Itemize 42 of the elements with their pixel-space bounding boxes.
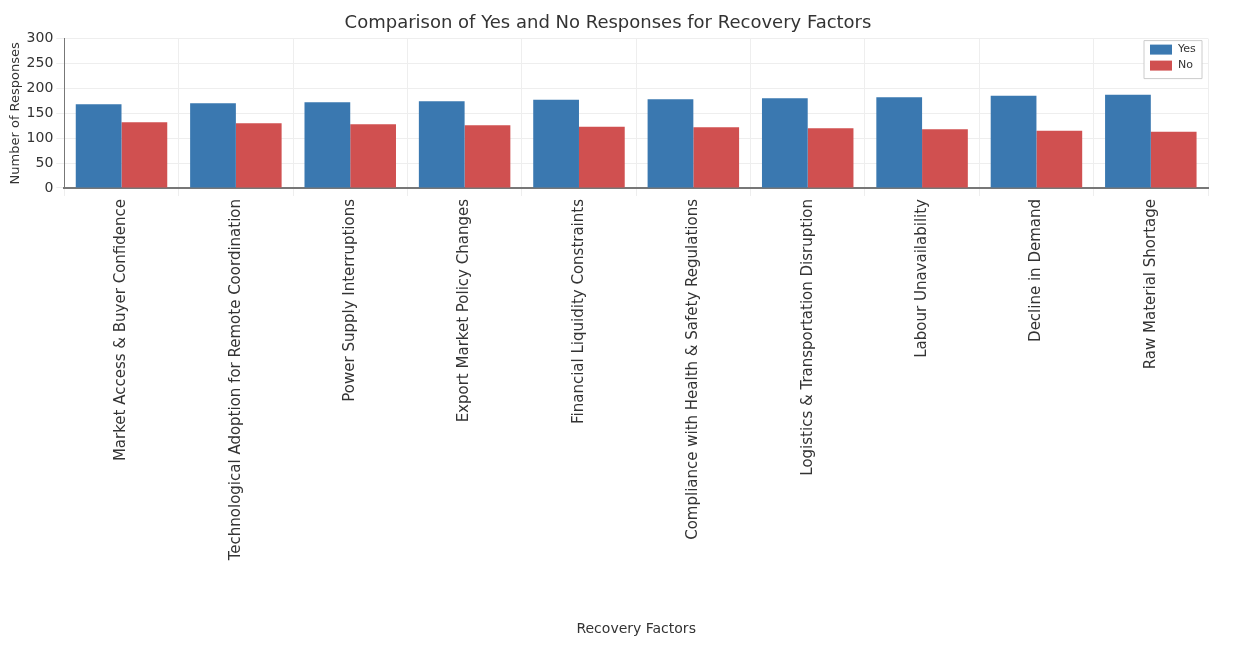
bar — [464, 125, 511, 188]
x-tick-label: Raw Material Shortage — [1140, 199, 1159, 370]
x-tick-label: Labour Unavailability — [911, 198, 930, 358]
y-tick-label: 200 — [26, 79, 54, 96]
bar — [190, 103, 236, 188]
bar — [761, 98, 808, 188]
bar — [1105, 94, 1151, 188]
x-tick-label: Market Access & Buyer Confidence — [111, 199, 130, 462]
bar — [533, 99, 579, 188]
x-tick-label: Financial Liquidity Constraints — [568, 198, 587, 424]
bar — [75, 104, 122, 188]
y-tick-label: 0 — [44, 178, 54, 195]
x-tick-label: Export Market Policy Changes — [454, 198, 473, 423]
y-tick-label: 50 — [35, 153, 54, 170]
y-tick-label: 300 — [26, 29, 54, 46]
bar — [693, 127, 740, 188]
bar — [1036, 130, 1083, 188]
bar — [1150, 131, 1197, 188]
bar — [578, 126, 625, 188]
y-tick-label: 250 — [26, 54, 54, 71]
bar — [647, 99, 694, 188]
x-axis-title: Recovery Factors — [576, 620, 696, 637]
bar — [121, 122, 168, 188]
legend-label: No — [1178, 58, 1194, 72]
y-tick-label: 150 — [26, 103, 54, 120]
bar — [418, 101, 465, 188]
legend-label: Yes — [1177, 42, 1197, 56]
x-tick-label: Compliance with Health & Safety Regulations — [683, 198, 702, 540]
y-axis-title: Number of Responses — [7, 41, 23, 185]
bar — [922, 129, 968, 188]
bar — [304, 102, 351, 188]
x-tick-label: Decline in Demand — [1026, 199, 1045, 342]
bar — [876, 97, 923, 188]
x-tick-label: Technological Adoption for Remote Coordination — [225, 199, 244, 562]
bar — [807, 128, 854, 188]
chart-title: Comparison of Yes and No Responses for Recovery Factors — [344, 11, 872, 33]
bar — [350, 124, 396, 188]
x-tick-label: Logistics & Transportation Disruption — [797, 199, 816, 476]
bar — [235, 123, 282, 188]
bar — [990, 95, 1037, 188]
y-tick-label: 100 — [26, 128, 54, 145]
x-tick-label: Power Supply Interruptions — [340, 198, 359, 402]
